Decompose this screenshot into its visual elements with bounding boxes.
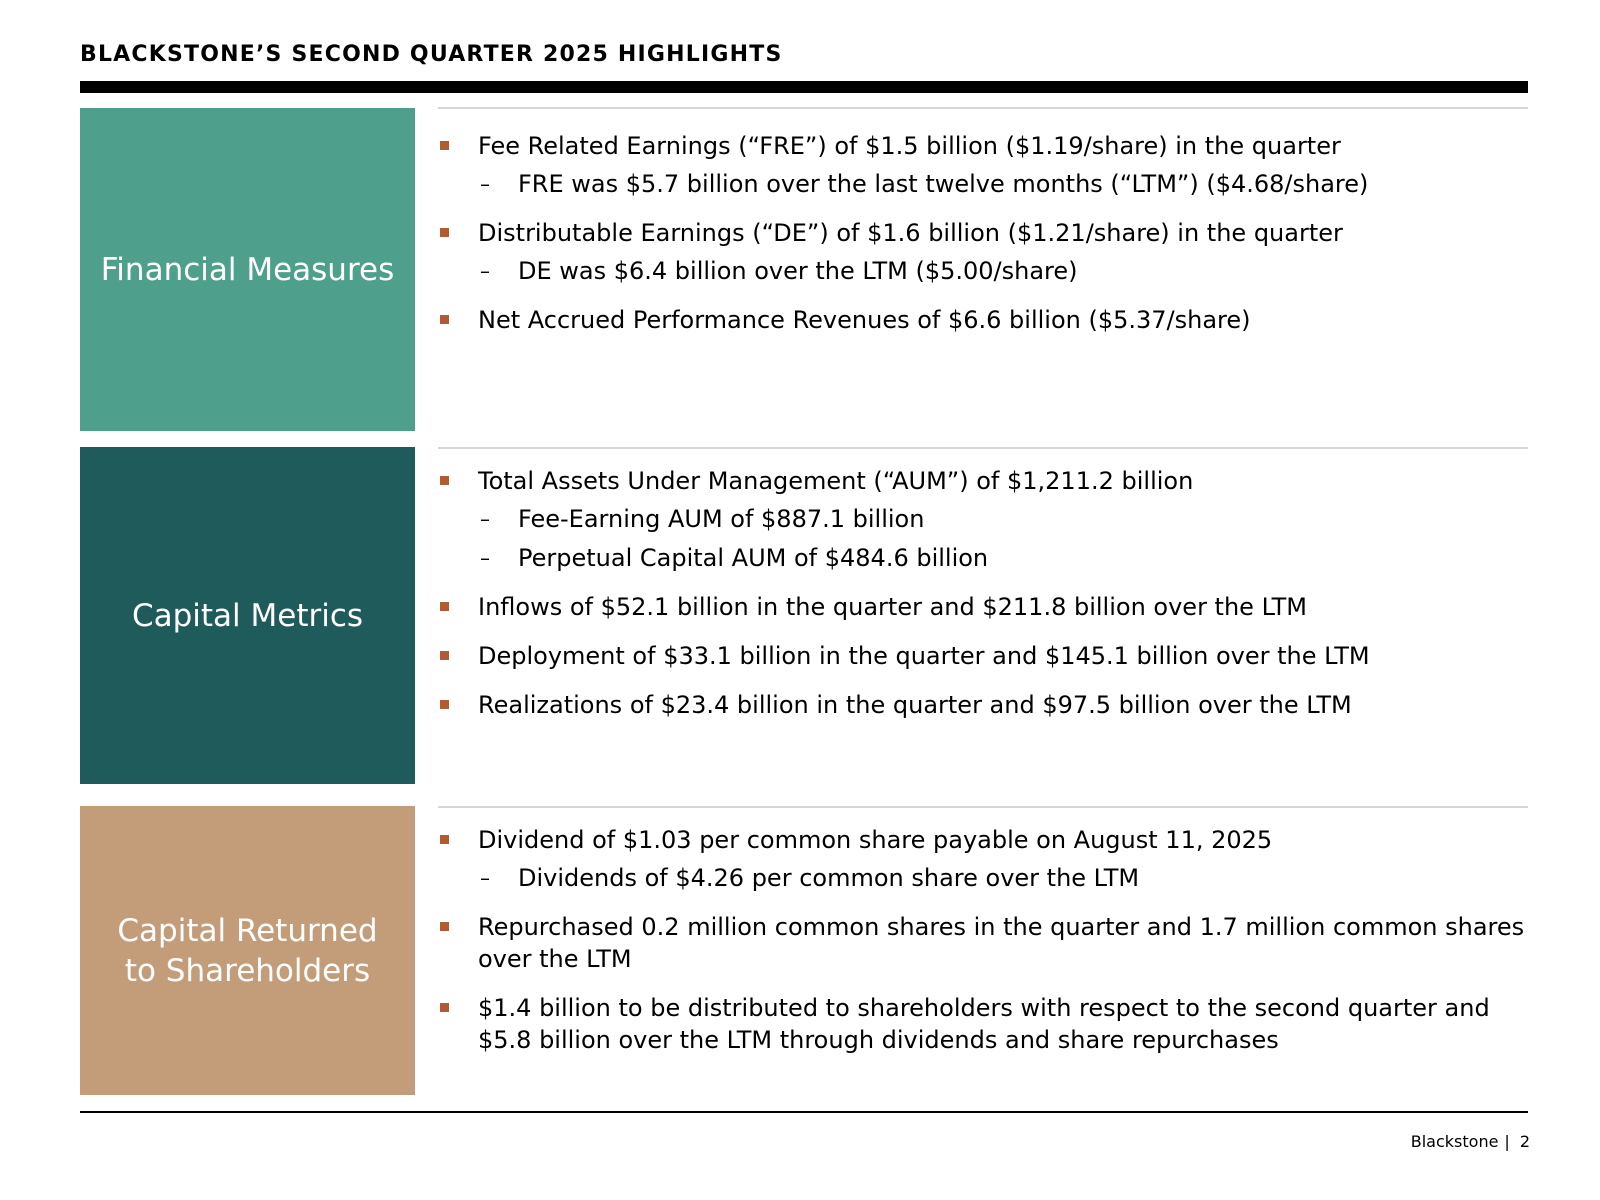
sub-list-item: – Perpetual Capital AUM of $484.6 billio… (478, 542, 1528, 574)
square-bullet-icon (440, 1003, 449, 1012)
footer: Blackstone | 2 (1411, 1132, 1530, 1151)
capital-returned-list: Dividend of $1.03 per common share payab… (438, 824, 1528, 1073)
footer-brand: Blackstone (1411, 1132, 1499, 1151)
dash-bullet-icon: – (480, 503, 490, 535)
sub-list-item: – Dividends of $4.26 per common share ov… (478, 862, 1528, 894)
list-item: Fee Related Earnings (“FRE”) of $1.5 bil… (438, 130, 1528, 200)
list-item: Inflows of $52.1 billion in the quarter … (438, 591, 1528, 623)
sub-list: – FRE was $5.7 billion over the last twe… (478, 168, 1528, 200)
list-item: Realizations of $23.4 billion in the qua… (438, 689, 1528, 721)
square-bullet-icon (440, 228, 449, 237)
sub-list: – Dividends of $4.26 per common share ov… (478, 862, 1528, 894)
sub-list-item: – DE was $6.4 billion over the LTM ($5.0… (478, 255, 1528, 287)
page-title: BLACKSTONE’S SECOND QUARTER 2025 HIGHLIG… (80, 42, 783, 67)
bullet-text: Dividend of $1.03 per common share payab… (478, 824, 1528, 856)
section-label-line: Capital Metrics (132, 596, 363, 636)
footer-separator: | (1504, 1132, 1509, 1151)
square-bullet-icon (440, 141, 449, 150)
sub-list: – Fee-Earning AUM of $887.1 billion – Pe… (478, 503, 1528, 574)
dash-bullet-icon: – (480, 255, 490, 287)
list-item: Total Assets Under Management (“AUM”) of… (438, 465, 1528, 574)
list-item: Repurchased 0.2 million common shares in… (438, 911, 1528, 975)
bullet-text: Net Accrued Performance Revenues of $6.6… (478, 304, 1528, 336)
section-label-line: to Shareholders (117, 951, 377, 991)
list-item: $1.4 billion to be distributed to shareh… (438, 992, 1528, 1056)
sub-bullet-text: Fee-Earning AUM of $887.1 billion (518, 505, 924, 533)
square-bullet-icon (440, 700, 449, 709)
bullet-text: $1.4 billion to be distributed to shareh… (478, 992, 1528, 1056)
bullet-text: Repurchased 0.2 million common shares in… (478, 911, 1528, 975)
list-item: Distributable Earnings (“DE”) of $1.6 bi… (438, 217, 1528, 287)
list-item: Net Accrued Performance Revenues of $6.6… (438, 304, 1528, 336)
sub-bullet-text: Perpetual Capital AUM of $484.6 billion (518, 544, 988, 572)
financial-measures-list: Fee Related Earnings (“FRE”) of $1.5 bil… (438, 130, 1528, 353)
section-label-line: Financial Measures (101, 250, 395, 290)
dash-bullet-icon: – (480, 542, 490, 574)
sub-list-item: – Fee-Earning AUM of $887.1 billion (478, 503, 1528, 535)
square-bullet-icon (440, 476, 449, 485)
sub-bullet-text: Dividends of $4.26 per common share over… (518, 864, 1139, 892)
sub-list: – DE was $6.4 billion over the LTM ($5.0… (478, 255, 1528, 287)
list-item: Dividend of $1.03 per common share payab… (438, 824, 1528, 894)
sub-bullet-text: DE was $6.4 billion over the LTM ($5.00/… (518, 257, 1078, 285)
capital-returned-label-box: Capital Returned to Shareholders (80, 806, 415, 1095)
list-item: Deployment of $33.1 billion in the quart… (438, 640, 1528, 672)
bullet-text: Inflows of $52.1 billion in the quarter … (478, 591, 1528, 623)
dash-bullet-icon: – (480, 168, 490, 200)
page-number: 2 (1520, 1132, 1530, 1151)
financial-measures-label-box: Financial Measures (80, 108, 415, 431)
square-bullet-icon (440, 922, 449, 931)
bullet-text: Distributable Earnings (“DE”) of $1.6 bi… (478, 217, 1528, 249)
bullet-text: Deployment of $33.1 billion in the quart… (478, 640, 1528, 672)
bullet-text: Total Assets Under Management (“AUM”) of… (478, 465, 1528, 497)
square-bullet-icon (440, 315, 449, 324)
section-label-line: Capital Returned (117, 911, 377, 951)
capital-metrics-list: Total Assets Under Management (“AUM”) of… (438, 465, 1528, 738)
title-divider (80, 81, 1528, 93)
square-bullet-icon (440, 602, 449, 611)
section-divider (438, 447, 1528, 449)
sub-bullet-text: FRE was $5.7 billion over the last twelv… (518, 170, 1368, 198)
bullet-text: Fee Related Earnings (“FRE”) of $1.5 bil… (478, 130, 1528, 162)
square-bullet-icon (440, 651, 449, 660)
section-divider (438, 806, 1528, 808)
square-bullet-icon (440, 835, 449, 844)
sub-list-item: – FRE was $5.7 billion over the last twe… (478, 168, 1528, 200)
section-divider (438, 107, 1528, 109)
footer-divider (80, 1111, 1528, 1113)
capital-metrics-label-box: Capital Metrics (80, 447, 415, 784)
dash-bullet-icon: – (480, 862, 490, 894)
bullet-text: Realizations of $23.4 billion in the qua… (478, 689, 1528, 721)
